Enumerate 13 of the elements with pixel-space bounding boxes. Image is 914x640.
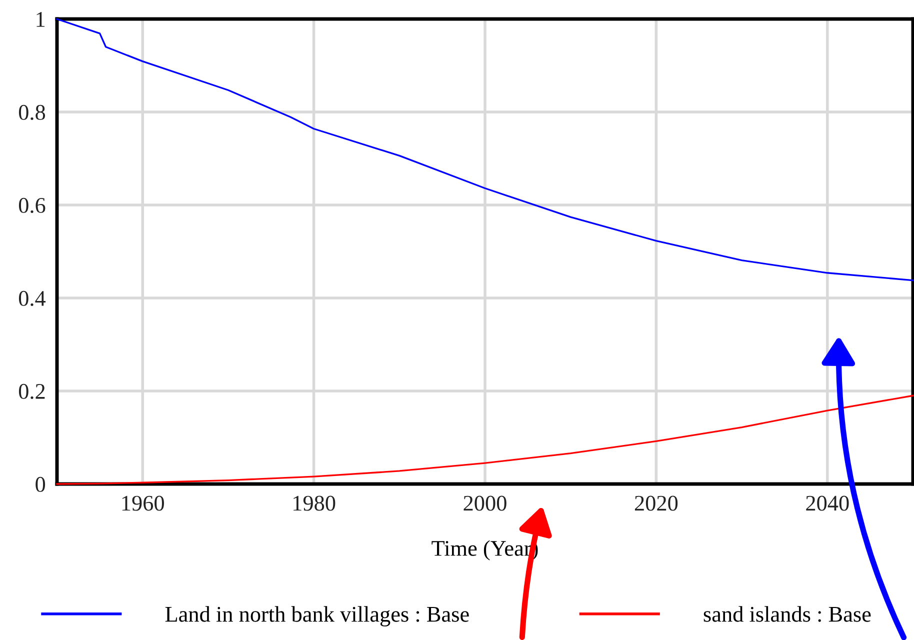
y-tick-label: 1 [36,12,45,27]
y-tick-label: 0 [36,476,46,492]
legend-label: sand islands : Base [704,606,871,622]
x-tick-label: 2000 [464,496,506,511]
x-tick-label: 1980 [294,496,336,511]
legend-label: Land in north bank villages : Base [165,606,469,626]
x-tick-label: 2040 [806,496,849,511]
y-tick-label: 0.8 [18,104,46,120]
x-tick-label: 1960 [122,496,164,511]
x-tick-label: 2020 [634,496,678,511]
y-tick-label: 0.6 [18,198,46,214]
y-tick-label: 0.4 [18,290,46,306]
y-tick-label: 0.2 [18,384,45,400]
